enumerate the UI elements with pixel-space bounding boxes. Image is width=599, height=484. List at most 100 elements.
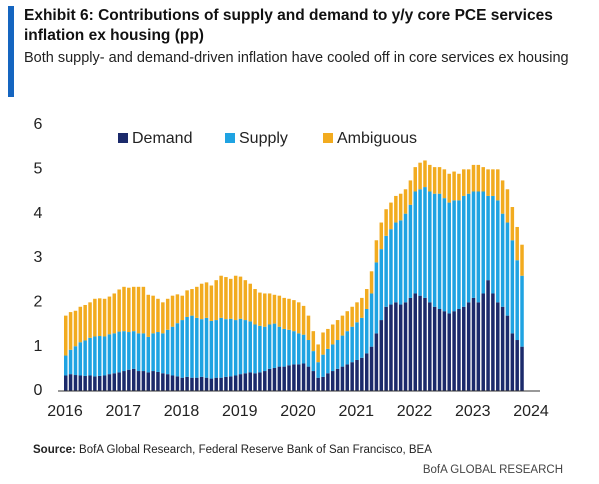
bar-segment — [282, 297, 286, 329]
bar-segment — [321, 332, 325, 355]
bar-segment — [117, 331, 121, 373]
y-tick-label: 4 — [34, 205, 43, 222]
bar-segment — [462, 195, 466, 307]
bar-segment — [500, 306, 505, 391]
bar-segment — [384, 306, 388, 391]
bar-segment — [190, 315, 194, 378]
bar-segment — [384, 235, 388, 307]
bar-segment — [199, 319, 204, 377]
footer: BofA GLOBAL RESEARCH — [422, 464, 563, 476]
bar-segment — [214, 377, 218, 391]
x-tick-label: 2020 — [280, 403, 316, 420]
bar-segment — [476, 164, 481, 192]
bar-segment — [418, 189, 422, 296]
bar-segment — [413, 293, 417, 391]
bar-segment — [481, 293, 485, 391]
bar-segment — [136, 333, 141, 372]
bar-segment — [330, 344, 335, 372]
bar-segment — [398, 304, 403, 391]
bar-segment — [330, 371, 335, 391]
bar-segment — [238, 276, 243, 319]
bar-segment — [457, 173, 461, 201]
bar-segment — [267, 324, 272, 369]
bar-segment — [64, 375, 68, 391]
bar-segment — [195, 317, 199, 378]
bar-segment — [161, 302, 165, 334]
bar-segment — [326, 348, 330, 374]
bar-segment — [170, 326, 175, 376]
bar-segment — [263, 326, 267, 372]
bar-segment — [491, 293, 495, 391]
bar-segment — [277, 326, 282, 367]
y-tick-label: 3 — [34, 249, 43, 266]
bar-segment — [229, 318, 233, 377]
bar-segment — [292, 331, 296, 365]
bar-segment — [214, 280, 218, 321]
bar-segment — [131, 331, 136, 369]
y-tick-label: 2 — [34, 294, 43, 311]
y-tick-label: 6 — [34, 116, 43, 133]
bar-segment — [136, 371, 141, 391]
bar-segment — [520, 275, 524, 347]
bar-segment — [141, 371, 146, 391]
bar-segment — [369, 271, 374, 294]
bar-segment — [88, 302, 92, 338]
bar-segment — [437, 308, 442, 391]
legend-swatch — [323, 133, 333, 143]
y-tick-label: 0 — [34, 382, 43, 399]
bar-segment — [233, 275, 238, 321]
bar-segment — [78, 375, 83, 391]
bar-segment — [180, 377, 184, 391]
bar-segment — [452, 200, 456, 312]
accent-bar — [8, 6, 14, 97]
bar-segment — [204, 282, 209, 318]
bar-segment — [306, 315, 311, 341]
bar-segment — [122, 371, 126, 391]
bar-segment — [267, 368, 272, 391]
bar-segment — [117, 289, 121, 332]
bar-segment — [306, 366, 311, 391]
bar-segment — [496, 169, 500, 201]
x-tick-label: 2018 — [164, 403, 200, 420]
bar-segment — [500, 180, 505, 214]
bar-segment — [93, 376, 97, 391]
bar-segment — [107, 296, 112, 335]
bar-segment — [292, 300, 296, 332]
bar-segment — [374, 262, 379, 334]
bar-segment — [374, 240, 379, 263]
bar-segment — [170, 295, 175, 327]
bar-segment — [122, 331, 126, 372]
bar-segment — [326, 328, 330, 349]
bar-segment — [165, 298, 170, 330]
bar-segment — [340, 366, 345, 391]
bar-segment — [462, 306, 466, 391]
bar-segment — [243, 373, 248, 391]
bar-segment — [505, 222, 510, 316]
bar-segment — [515, 340, 519, 391]
y-tick-label: 5 — [34, 161, 43, 178]
bar-segment — [510, 240, 515, 334]
bar-segment — [297, 302, 301, 334]
bar-segment — [131, 368, 136, 391]
bar-segment — [97, 375, 102, 391]
x-tick-label: 2021 — [338, 403, 374, 420]
bar-segment — [238, 318, 243, 375]
bar-segment — [510, 207, 515, 241]
bar-segment — [471, 297, 476, 391]
bar-segment — [161, 373, 165, 391]
bar-segment — [204, 377, 209, 391]
bar-segment — [263, 293, 267, 327]
bar-segment — [146, 294, 151, 337]
bar-segment — [209, 320, 214, 379]
bar-segment — [452, 171, 456, 201]
bar-segment — [466, 169, 471, 194]
bar-segment — [219, 275, 223, 318]
bar-segment — [170, 375, 175, 391]
bar-segment — [258, 292, 262, 326]
bar-segment — [413, 167, 417, 192]
bar-segment — [112, 373, 117, 391]
bar-segment — [224, 376, 228, 391]
x-tick-label: 2023 — [455, 403, 491, 420]
bar-segment — [335, 340, 340, 369]
bar-segment — [340, 335, 345, 367]
